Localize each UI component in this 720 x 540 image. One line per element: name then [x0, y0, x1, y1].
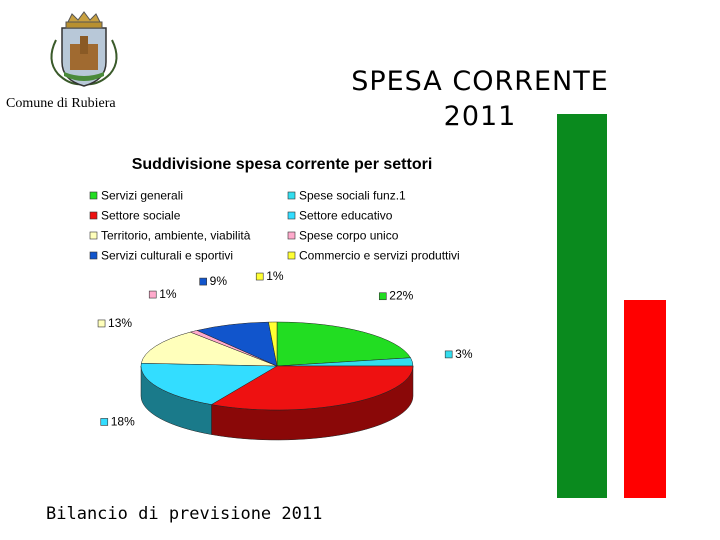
title-line-2: 2011: [443, 101, 517, 132]
legend-label-spese-corpo-unico: Spese corpo unico: [299, 229, 399, 243]
legend-swatch-territorio-ambiente-viabilita: [89, 231, 98, 240]
legend-label-territorio-ambiente-viabilita: Territorio, ambiente, viabilità: [101, 229, 251, 243]
chart-title: Suddivisione spesa corrente per settori: [132, 156, 433, 173]
pie-slice-settore-sociale: [210, 365, 414, 411]
legend-swatch-settore-educativo: [287, 211, 296, 220]
data-label-settore-educativo: 18%: [111, 414, 135, 428]
data-label-servizi-generali: 22%: [389, 289, 413, 303]
data-label-marker-spese-sociali-funz-1: [444, 350, 453, 359]
legend-label-spese-sociali-funz-1: Spese sociali funz.1: [299, 189, 406, 203]
data-label-servizi-culturali-e-sportivi: 9%: [210, 274, 228, 288]
pie-chart: Suddivisione spesa corrente per settori …: [89, 156, 473, 441]
coat-of-arms-logo: [50, 11, 118, 87]
data-label-marker-territorio-ambiente-viabilita: [97, 319, 106, 328]
data-label-marker-spese-corpo-unico: [148, 290, 157, 299]
title-line-1: SPESA CORRENTE: [351, 66, 609, 97]
decorative-red-bar: [624, 300, 666, 498]
legend-swatch-spese-corpo-unico: [287, 231, 296, 240]
decorative-green-bar: [557, 114, 607, 498]
pie-slice-territorio-ambiente-viabilita: [140, 331, 278, 367]
legend-swatch-spese-sociali-funz-1: [287, 191, 296, 200]
data-label-spese-corpo-unico: 1%: [159, 287, 177, 301]
legend-label-settore-sociale: Settore sociale: [101, 209, 181, 223]
data-label-commercio-e-servizi-produttivi: 1%: [266, 269, 284, 283]
legend-swatch-servizi-generali: [89, 191, 98, 200]
legend-label-settore-educativo: Settore educativo: [299, 209, 393, 223]
pie-slice-servizi-generali: [276, 321, 412, 367]
data-label-territorio-ambiente-viabilita: 13%: [108, 316, 132, 330]
data-label-marker-servizi-culturali-e-sportivi: [199, 277, 207, 286]
legend-label-commercio-e-servizi-produttivi: Commercio e servizi produttivi: [299, 249, 460, 263]
municipality-name: Comune di Rubiera: [6, 96, 116, 111]
data-label-marker-servizi-generali: [378, 292, 387, 301]
chart-legend: Servizi generali Spese sociali funz.1 Sett…: [89, 189, 460, 263]
page-title: SPESA CORRENTE 2011: [300, 64, 660, 134]
pie-slice-settore-educativo: [140, 362, 278, 405]
data-label-spese-sociali-funz-1: 3%: [455, 347, 473, 361]
pie-slice-commercio-e-servizi-produttivi: [268, 321, 278, 367]
data-label-marker-commercio-e-servizi-produttivi: [255, 272, 264, 281]
pie-slices: [140, 321, 414, 411]
legend-label-servizi-generali: Servizi generali: [101, 189, 183, 203]
footer-caption: Bilancio di previsione 2011: [46, 504, 323, 524]
legend-swatch-servizi-culturali-e-sportivi: [89, 251, 98, 260]
legend-label-servizi-culturali-e-sportivi: Servizi culturali e sportivi: [101, 249, 233, 263]
legend-swatch-commercio-e-servizi-produttivi: [287, 251, 296, 260]
legend-swatch-settore-sociale: [89, 211, 98, 220]
data-label-marker-settore-educativo: [100, 418, 109, 426]
pie-data-labels: 22%3%33%18%13%1%9%1%: [97, 269, 473, 428]
